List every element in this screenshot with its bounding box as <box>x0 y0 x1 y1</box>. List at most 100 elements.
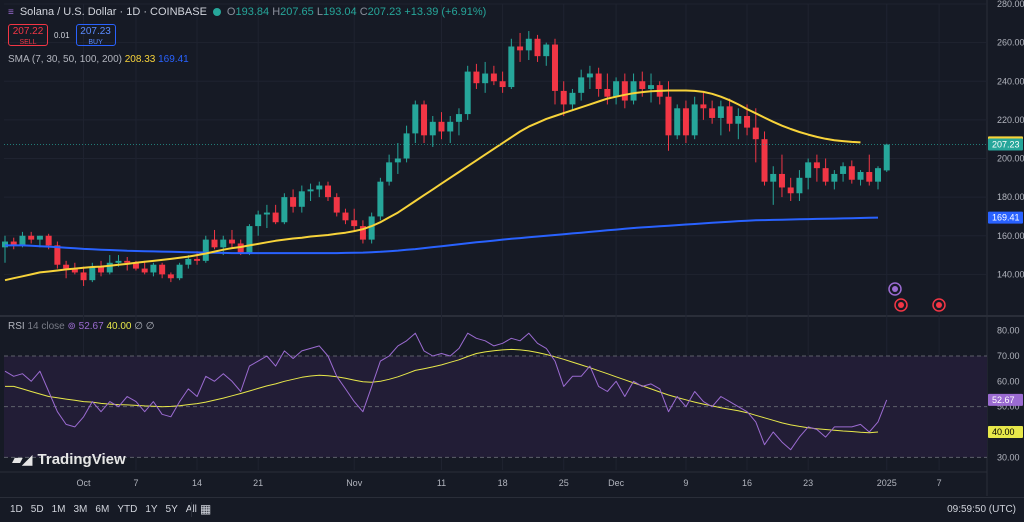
range-1y[interactable]: 1Y <box>145 504 158 515</box>
range-6m[interactable]: 6M <box>95 504 110 515</box>
time-tick-label: 9 <box>683 478 688 488</box>
candle-body <box>403 133 410 159</box>
candle-body <box>883 144 890 171</box>
range-3m[interactable]: 3M <box>73 504 88 515</box>
range-5y[interactable]: 5Y <box>165 504 178 515</box>
rsi-ma-line <box>5 348 879 434</box>
rsi-legend[interactable]: RSI 14 close ⊚ 52.67 40.00 ∅ ∅ <box>8 321 155 332</box>
price-tick-label: 140.00 <box>997 269 1024 279</box>
candle-body <box>639 81 646 89</box>
candle-body <box>438 121 445 132</box>
candle-body <box>342 212 349 221</box>
rsi-ma-value: 40.00 <box>106 321 132 332</box>
range-selector: 1D 5D 1M 3M 6M YTD 1Y 5Y All <box>10 504 197 515</box>
candle-body <box>316 185 323 190</box>
candle-body <box>124 260 131 263</box>
candle-body <box>141 268 148 273</box>
sma-fast-line <box>4 89 861 282</box>
rsi-settings-icon[interactable]: ⊚ <box>67 321 76 332</box>
price-tick-label: 280.00 <box>997 0 1024 9</box>
candle-body <box>525 38 532 51</box>
last-price-axis-tag-text: 207.23 <box>992 140 1020 150</box>
candle-body <box>805 162 812 178</box>
candle-body <box>106 262 113 273</box>
candle-body <box>394 158 401 163</box>
candle-body <box>281 197 288 223</box>
tradingview-logo[interactable]: ▰◢ TradingView <box>12 451 126 468</box>
time-tick-label: Dec <box>608 478 625 488</box>
price-tick-label: 160.00 <box>997 231 1024 241</box>
rsi-tick-label: 60.00 <box>997 376 1020 386</box>
candle-body <box>543 44 550 57</box>
candle-body <box>499 81 506 88</box>
market-status-icon <box>212 8 221 16</box>
candle-body <box>246 226 253 254</box>
candle-body <box>368 216 375 240</box>
candle-body <box>787 187 794 194</box>
candle-body <box>517 46 524 51</box>
candle-body <box>159 264 166 275</box>
range-1m[interactable]: 1M <box>51 504 66 515</box>
range-1d[interactable]: 1D <box>10 504 23 515</box>
sma-legend[interactable]: SMA (7, 30, 50, 100, 200) 208.33 169.41 <box>8 54 189 65</box>
news-flag-icon-dot <box>936 302 942 308</box>
candle-body <box>595 73 602 89</box>
candle-body <box>325 185 332 198</box>
rsi-line <box>4 332 888 451</box>
price-tick-label: 260.00 <box>997 38 1024 48</box>
time-tick-label: 18 <box>498 478 508 488</box>
candle-body <box>621 81 628 101</box>
rsi-tick-label: 50.00 <box>997 402 1020 412</box>
candle-body <box>54 245 61 265</box>
sell-button[interactable]: 207.22 SELL <box>8 24 48 46</box>
rsi-ma-axis-tag <box>988 426 1023 438</box>
candle-body <box>717 106 724 118</box>
candle-body <box>255 214 262 227</box>
candle-body <box>220 239 227 248</box>
candle-body <box>412 104 419 134</box>
candle-body <box>796 177 803 194</box>
calendar-icon[interactable]: ▦ <box>200 502 212 516</box>
candle-body <box>473 71 480 84</box>
candle-body <box>848 166 855 180</box>
candle-body <box>333 197 340 213</box>
candle-body <box>866 172 873 182</box>
candle-body <box>831 173 838 182</box>
range-ytd[interactable]: YTD <box>117 504 138 515</box>
candle-body <box>386 162 393 182</box>
candle-body <box>674 108 681 136</box>
time-tick-label: 2025 <box>877 478 897 488</box>
candle-body <box>840 166 847 174</box>
candle-body <box>359 226 366 240</box>
price-tick-label: 180.00 <box>997 192 1024 202</box>
candle-body <box>429 121 436 136</box>
candle-body <box>455 114 462 122</box>
utc-clock[interactable]: 09:59:50 (UTC) <box>947 504 1016 515</box>
sma-fast-value: 208.33 <box>124 54 156 65</box>
time-tick-label: 14 <box>192 478 202 488</box>
rsi-ma-axis-tag-text: 40.00 <box>992 427 1015 437</box>
price-tick-label: 240.00 <box>997 76 1024 86</box>
chart-header: ≡ Solana / U.S. Dollar · 1D · COINBASE O… <box>8 6 486 18</box>
trade-panel: 207.22 SELL 0.01 207.23 BUY <box>8 24 116 46</box>
solana-icon: ≡ <box>8 6 14 18</box>
candle-body <box>307 189 314 192</box>
time-tick-label: 21 <box>253 478 263 488</box>
toolbar-divider <box>191 502 192 517</box>
spread-value: 0.01 <box>54 30 70 40</box>
buy-button[interactable]: 207.23 BUY <box>75 24 116 46</box>
candle-body <box>377 181 384 217</box>
candle-body <box>63 264 70 269</box>
sma-slow-axis-tag-text: 169.41 <box>992 213 1020 223</box>
candle-body <box>263 212 270 215</box>
candle-body <box>822 168 829 182</box>
candle-body <box>560 90 567 105</box>
candle-body <box>167 274 174 279</box>
symbol-title[interactable]: Solana / U.S. Dollar · 1D · COINBASE <box>19 6 207 18</box>
candle-body <box>351 220 358 227</box>
event-marker-icon-dot <box>892 286 898 292</box>
sma-slow-axis-tag <box>988 211 1023 224</box>
sma-slow-value: 169.41 <box>158 54 189 65</box>
range-5d[interactable]: 5D <box>30 504 44 515</box>
